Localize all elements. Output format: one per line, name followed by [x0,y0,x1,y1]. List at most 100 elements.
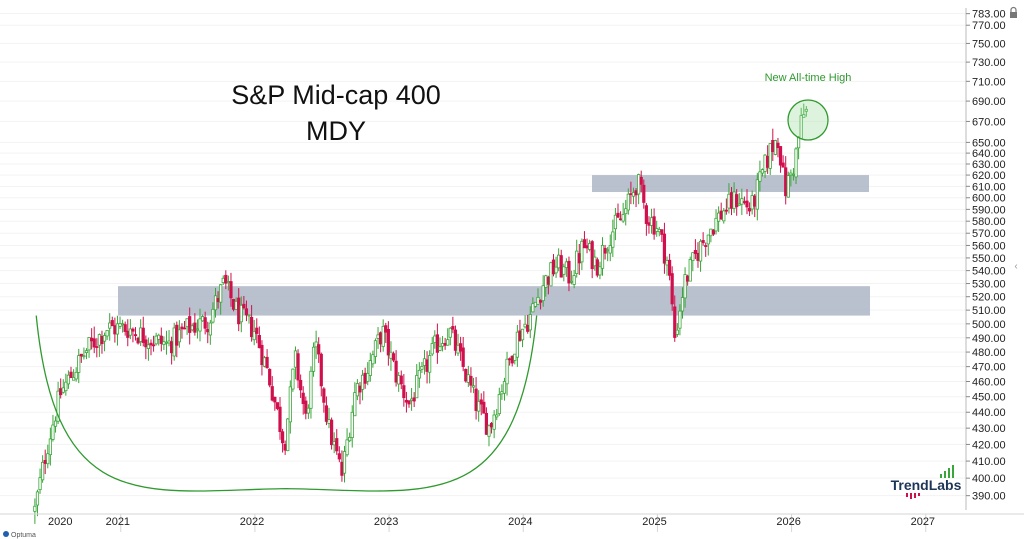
candle-body [737,203,741,206]
candle-body [551,259,556,275]
candle-body [557,254,561,269]
candle-body [593,256,597,267]
candle-body [732,191,736,209]
brand-bar [940,474,942,478]
candle-body [466,374,470,383]
candle-body [520,328,525,341]
candle-body [588,243,592,250]
overlay-layer [35,99,829,492]
candle-body [680,297,685,312]
candle-body [407,400,411,405]
y-tick-label: 590.00 [972,204,1006,216]
y-tick-label: 470.00 [972,362,1006,374]
candle-body [368,360,372,376]
y-tick-label: 560.00 [972,240,1006,252]
y-tick-label: 410.00 [972,456,1006,468]
y-tick-label: 783.00 [972,9,1006,21]
candle-body [48,438,52,456]
candle-layer [33,103,808,524]
candle-body [649,217,654,226]
brand-bar [906,493,908,497]
candle-body [69,371,73,379]
candle-body [794,148,798,178]
y-tick-label: 750.00 [972,38,1006,50]
candle-body [412,397,416,402]
candle-body [273,396,277,403]
candle-body [789,172,793,176]
candle-body [513,353,517,361]
y-tick-label: 500.00 [972,319,1006,331]
candle-body [131,328,135,332]
candle-body [291,368,295,390]
candle-body [332,441,336,446]
candle-body [618,218,623,221]
candle-body [195,328,200,331]
candle-body [250,316,254,338]
candle-body [711,229,716,235]
candle-body [510,355,514,364]
candle-body [309,370,313,409]
candle-body [327,419,331,424]
candle-body [180,326,184,330]
candle-body [100,335,104,345]
candle-body [502,381,507,394]
rounding-bottom-arc [35,315,538,492]
candle-body [126,330,130,338]
candle-body [399,375,403,385]
candle-body [735,194,739,208]
candle-body [224,274,228,284]
annotation-text: New All-time High [765,72,852,84]
x-tick-label: 2023 [374,516,398,528]
candle-body [381,325,385,347]
candle-body [211,308,215,323]
brand-bar [914,493,916,498]
candle-body [554,266,558,274]
candle-body [286,418,290,452]
candle-body [164,341,169,344]
candle-body [299,379,303,391]
candle-body [190,325,194,331]
candle-body [157,334,161,340]
candle-body [144,339,148,348]
candle-body [151,344,156,347]
candle-body [626,193,630,211]
candle-body [740,198,744,205]
candle-body [729,192,734,209]
candle-body [317,344,321,355]
candle-body [688,259,692,282]
candle-body [239,304,243,323]
candle-body [133,334,138,337]
y-tick-label: 620.00 [972,170,1006,182]
candle-body [781,162,785,168]
candle-body [402,385,406,399]
candle-body [404,399,409,403]
candle-body [704,245,708,247]
x-tick-label: 2025 [642,516,666,528]
candle-body [709,228,713,237]
candle-body [193,322,197,333]
candle-body [79,353,83,357]
candle-body [606,249,610,252]
candle-body [95,346,99,348]
candle-body [206,329,210,333]
y-tick-label: 510.00 [972,305,1006,317]
collapse-handle-icon[interactable]: ‹ [1014,261,1017,272]
candle-body [162,341,166,346]
candle-body [613,214,618,230]
candle-body [252,330,256,341]
candle-body [420,366,424,370]
candle-body [776,142,780,149]
candle-body [379,332,383,345]
candle-body [755,179,759,210]
candle-body [311,346,316,372]
candle-body [518,330,522,341]
candle-body [59,388,63,396]
candle-body [791,173,796,176]
candle-body [665,260,669,266]
candle-body [662,233,667,264]
candle-body [482,401,486,414]
candle-body [376,334,380,339]
x-tick-label: 2022 [240,516,264,528]
candle-body [766,155,770,168]
candle-body [637,174,641,195]
